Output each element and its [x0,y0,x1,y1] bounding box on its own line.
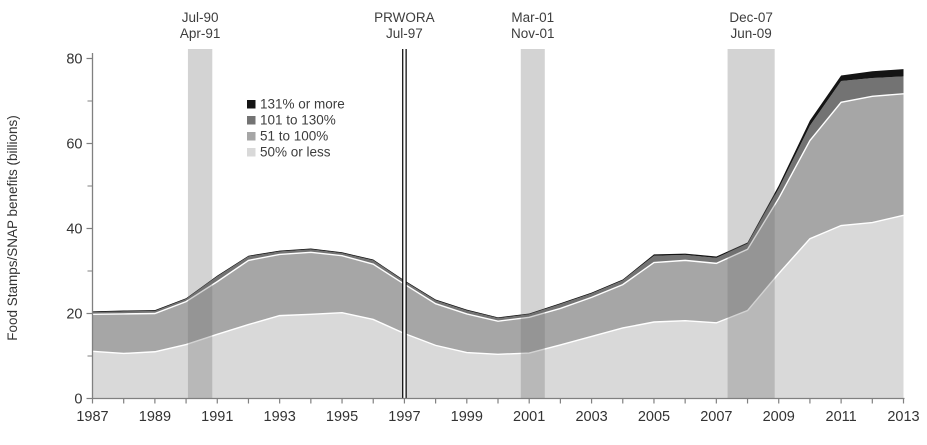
area-51-to-100- [92,93,904,355]
area-131-or-more [92,69,904,319]
event-label-date: Jul-97 [386,26,423,41]
x-tick-label: 2005 [638,409,670,425]
x-tick-label: 2011 [826,409,857,425]
area-50-or-less [92,215,904,399]
legend-swatch-4 [247,148,256,157]
y-tick-label: 80 [66,52,82,68]
x-tick-label: 2009 [763,409,795,425]
y-tick-label: 40 [66,222,82,238]
recession-label-end-3: Jun-09 [730,26,771,41]
y-tick-label: 0 [74,392,82,408]
recession-band-3 [727,49,775,399]
y-axis-title: Food Stamps/SNAP benefits (billions) [5,115,20,341]
legend-label-3: 51 to 100% [260,129,328,144]
recession-label-end-2: Nov-01 [511,26,555,41]
x-tick-label: 1991 [201,409,233,425]
y-tick-label: 60 [66,137,82,153]
recession-band-1 [187,49,213,399]
recession-label-start-2: Mar-01 [511,10,554,25]
x-tick-label: 1999 [451,409,483,425]
legend-swatch-1 [247,100,256,109]
legend-label-4: 50% or less [260,145,331,160]
x-tick-label: 1995 [326,409,358,425]
x-tick-label: 1993 [264,409,296,425]
recession-label-start-1: Jul-90 [182,10,219,25]
event-label-name: PRWORA [374,10,435,25]
legend-label-2: 101 to 130% [260,113,336,128]
recession-band-2 [520,49,545,399]
separator-line [92,214,904,356]
separator-line [92,93,904,322]
legend-swatch-3 [247,132,256,141]
x-tick-label: 2007 [700,409,732,425]
x-tick-label: 2003 [575,409,607,425]
x-tick-label: 1987 [76,409,108,425]
recession-label-end-1: Apr-91 [180,26,221,41]
x-tick-label: 1989 [139,409,171,425]
x-tick-label: 1997 [388,409,420,425]
recession-label-start-3: Dec-07 [729,10,773,25]
y-tick-label: 20 [66,307,82,323]
legend-label-1: 131% or more [260,97,345,112]
area-101-to-130- [92,76,904,322]
legend-swatch-2 [247,116,256,125]
x-tick-label: 2001 [513,409,545,425]
x-tick-label: 2013 [887,409,919,425]
